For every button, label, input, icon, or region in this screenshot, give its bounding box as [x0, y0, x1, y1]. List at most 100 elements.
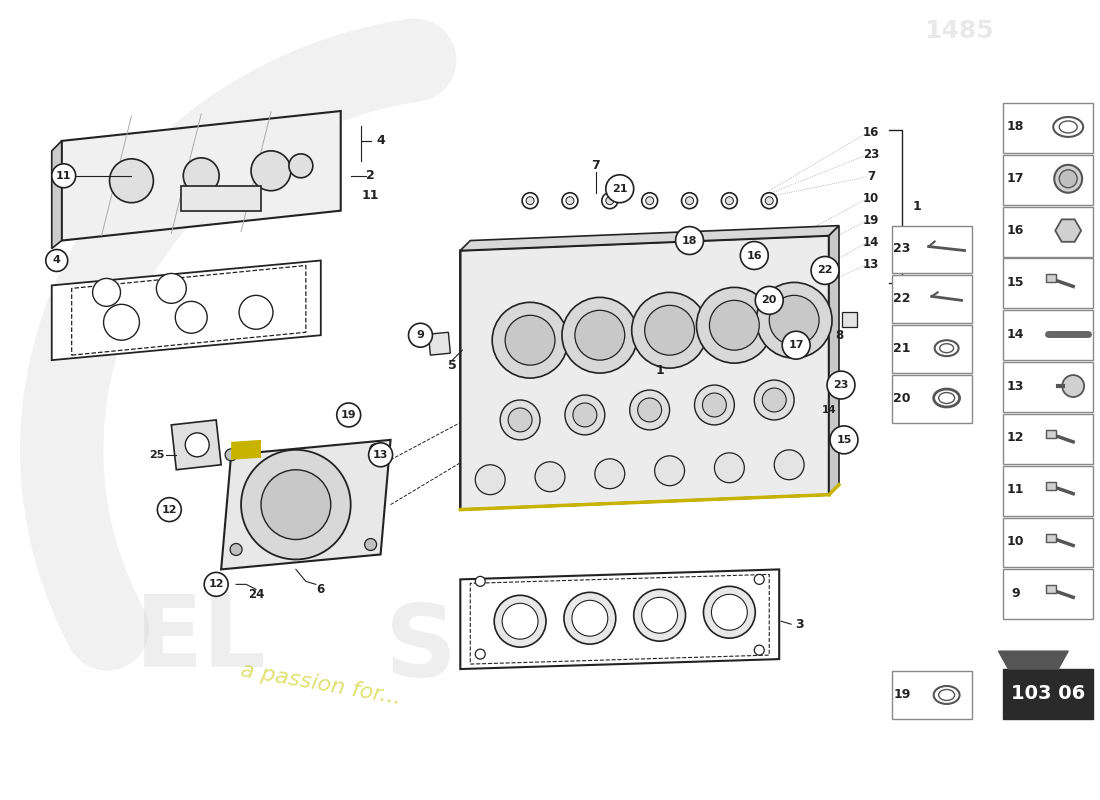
- Circle shape: [475, 649, 485, 659]
- Text: 24: 24: [248, 588, 264, 601]
- Polygon shape: [1055, 219, 1081, 242]
- Circle shape: [629, 390, 670, 430]
- Polygon shape: [460, 570, 779, 669]
- Text: 22: 22: [817, 266, 833, 275]
- Circle shape: [494, 595, 546, 647]
- Circle shape: [251, 151, 290, 190]
- Text: 14: 14: [1006, 328, 1024, 341]
- Text: 6: 6: [317, 583, 324, 596]
- Bar: [1003, 466, 1093, 515]
- Circle shape: [631, 292, 707, 368]
- Circle shape: [408, 323, 432, 347]
- Circle shape: [46, 250, 68, 271]
- Text: 20: 20: [761, 295, 777, 306]
- Text: 15: 15: [1006, 276, 1024, 289]
- Ellipse shape: [938, 393, 955, 403]
- Ellipse shape: [1053, 117, 1084, 137]
- Circle shape: [725, 197, 734, 205]
- Text: 1485: 1485: [924, 19, 993, 43]
- Polygon shape: [52, 141, 62, 249]
- Bar: [892, 375, 971, 423]
- Bar: [1003, 518, 1093, 567]
- Circle shape: [685, 197, 693, 205]
- Circle shape: [503, 603, 538, 639]
- Circle shape: [634, 590, 685, 641]
- Text: 11: 11: [362, 190, 380, 202]
- Circle shape: [565, 197, 574, 205]
- Polygon shape: [842, 312, 857, 327]
- Text: 7: 7: [592, 159, 601, 172]
- Circle shape: [595, 458, 625, 489]
- Circle shape: [641, 598, 678, 633]
- Polygon shape: [52, 261, 321, 360]
- Text: 13: 13: [1006, 379, 1024, 393]
- Bar: [182, 186, 261, 210]
- Circle shape: [261, 470, 331, 539]
- Circle shape: [230, 543, 242, 555]
- Text: 21: 21: [893, 342, 911, 354]
- Circle shape: [712, 594, 747, 630]
- Circle shape: [110, 159, 153, 202]
- Bar: [1046, 586, 1056, 594]
- Bar: [1003, 206, 1093, 257]
- Text: 5: 5: [448, 358, 456, 372]
- Text: 23: 23: [834, 380, 849, 390]
- Text: 17: 17: [789, 340, 804, 350]
- Circle shape: [830, 426, 858, 454]
- Circle shape: [184, 158, 219, 194]
- Circle shape: [241, 450, 351, 559]
- Text: 13: 13: [862, 258, 879, 271]
- Circle shape: [1059, 170, 1077, 188]
- Circle shape: [1063, 375, 1085, 397]
- Circle shape: [769, 295, 820, 345]
- Bar: [1046, 274, 1056, 282]
- Circle shape: [694, 385, 735, 425]
- Circle shape: [646, 197, 653, 205]
- Polygon shape: [231, 440, 261, 460]
- Circle shape: [761, 193, 778, 209]
- Polygon shape: [1003, 669, 1093, 719]
- Circle shape: [602, 193, 618, 209]
- Text: 4: 4: [376, 134, 385, 147]
- Text: 10: 10: [862, 192, 879, 206]
- Circle shape: [682, 193, 697, 209]
- Text: 9: 9: [1011, 587, 1020, 600]
- Bar: [1003, 155, 1093, 205]
- Circle shape: [156, 274, 186, 303]
- Circle shape: [755, 645, 764, 655]
- Bar: [892, 671, 971, 719]
- Text: 2: 2: [366, 170, 375, 182]
- Text: a passion for...: a passion for...: [239, 660, 403, 708]
- Circle shape: [522, 193, 538, 209]
- Circle shape: [562, 193, 578, 209]
- Circle shape: [774, 450, 804, 480]
- Text: 11: 11: [1006, 483, 1024, 496]
- Circle shape: [535, 462, 565, 492]
- Circle shape: [755, 574, 764, 584]
- Text: 1: 1: [656, 364, 664, 377]
- Text: 17: 17: [1006, 172, 1024, 186]
- Text: 18: 18: [1006, 121, 1024, 134]
- Circle shape: [704, 586, 756, 638]
- Circle shape: [827, 371, 855, 399]
- Text: 10: 10: [1006, 535, 1024, 548]
- Circle shape: [766, 197, 773, 205]
- Circle shape: [714, 453, 745, 482]
- Circle shape: [368, 443, 393, 466]
- Text: 12: 12: [1006, 431, 1024, 444]
- Circle shape: [756, 286, 783, 314]
- Text: EL: EL: [135, 590, 267, 688]
- Polygon shape: [72, 266, 306, 355]
- Circle shape: [696, 287, 772, 363]
- Circle shape: [505, 315, 556, 365]
- Circle shape: [92, 278, 121, 306]
- Circle shape: [337, 403, 361, 427]
- Text: 16: 16: [862, 126, 879, 139]
- Polygon shape: [62, 111, 341, 241]
- Circle shape: [1054, 165, 1082, 193]
- Circle shape: [757, 282, 832, 358]
- Bar: [892, 226, 971, 274]
- Text: 16: 16: [747, 250, 762, 261]
- Text: 14: 14: [862, 236, 879, 249]
- Text: 13: 13: [373, 450, 388, 460]
